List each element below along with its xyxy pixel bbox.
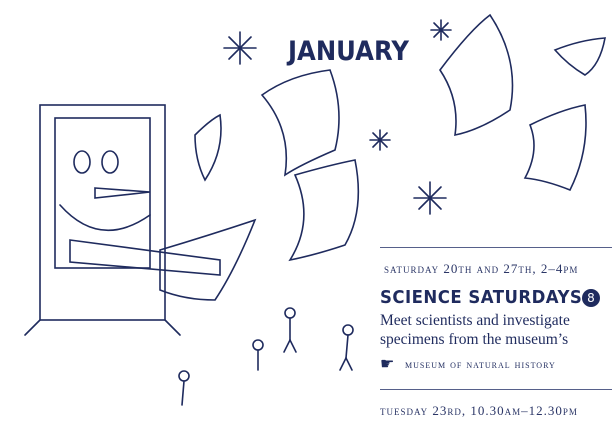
paper: [260, 69, 340, 177]
event-title: SCIENCE SATURDAYS: [380, 287, 583, 308]
divider: [380, 389, 612, 390]
age-badge: 8: [582, 289, 600, 307]
month-title: JANUARY: [288, 36, 409, 67]
paper: [523, 104, 587, 192]
child: [283, 307, 297, 353]
snowflake: [223, 31, 257, 65]
child: [339, 324, 354, 371]
paper: [159, 218, 257, 301]
child: [178, 370, 190, 406]
event-venue: Museum of Natural History: [405, 357, 556, 371]
event-description: specimens from the museum’s: [380, 331, 569, 348]
paper: [439, 13, 514, 137]
snowflake: [369, 129, 391, 151]
event-date: Saturday 20th and 27th, 2–4pm: [384, 261, 579, 276]
press-nose: [94, 187, 151, 199]
press-mouth: [59, 204, 151, 232]
press-eye: [101, 150, 119, 174]
event-description: Meet scientists and investigate: [380, 312, 570, 329]
paper: [553, 37, 606, 76]
press-bed: [69, 239, 221, 276]
press-eye: [73, 150, 91, 174]
paper: [194, 113, 222, 182]
snowflake: [430, 19, 452, 41]
divider: [380, 247, 612, 248]
paper: [288, 159, 360, 262]
child: [252, 339, 264, 371]
press-frame: [54, 117, 151, 269]
press-frame: [39, 104, 166, 321]
event-date: Tuesday 23rd, 10.30am–12.30pm: [380, 403, 578, 418]
pointing-hand: ☛: [380, 356, 395, 373]
snowflake: [413, 181, 447, 215]
